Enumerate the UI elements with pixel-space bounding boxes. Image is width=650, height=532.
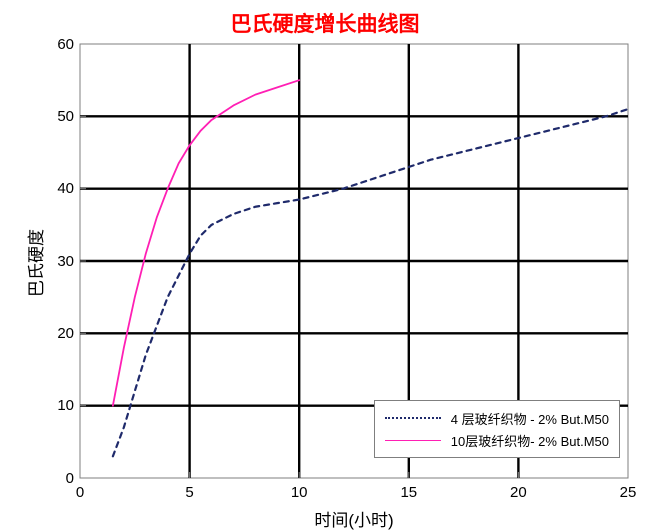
legend-line-sample (385, 417, 441, 419)
x-tick-label: 0 (70, 484, 90, 501)
x-tick-label: 20 (508, 484, 528, 501)
x-tick-label: 5 (180, 484, 200, 501)
y-axis-label: 巴氏硬度 (22, 229, 47, 297)
legend-item-s1: 4 层玻纤织物 - 2% But.M50 (385, 407, 609, 429)
legend-item-s2: 10层玻纤织物- 2% But.M50 (385, 429, 609, 451)
chart-title: 巴氏硬度增长曲线图 (0, 8, 650, 38)
x-tick-label: 25 (618, 484, 638, 501)
y-tick-label: 10 (57, 397, 74, 414)
legend-line-sample (385, 440, 441, 441)
y-tick-label: 40 (57, 180, 74, 197)
y-tick-label: 30 (57, 253, 74, 270)
y-tick-label: 60 (57, 36, 74, 53)
x-tick-label: 15 (399, 484, 419, 501)
y-tick-label: 20 (57, 325, 74, 342)
y-tick-label: 50 (57, 108, 74, 125)
legend-label: 10层玻纤织物- 2% But.M50 (451, 431, 609, 450)
chart-container: { "chart": { "type": "line", "title": "巴… (0, 0, 650, 532)
legend-label: 4 层玻纤织物 - 2% But.M50 (451, 409, 609, 428)
legend-box: 4 层玻纤织物 - 2% But.M50 10层玻纤织物- 2% But.M50 (374, 400, 620, 458)
x-tick-label: 10 (289, 484, 309, 501)
x-axis-label: 时间(小时) (80, 506, 628, 531)
y-tick-label: 0 (66, 470, 74, 487)
